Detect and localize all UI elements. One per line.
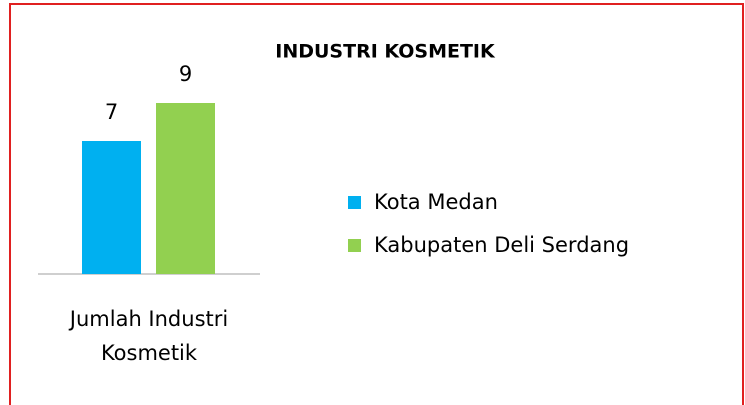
data-label: 9: [179, 62, 192, 86]
legend-swatch: [348, 196, 361, 209]
data-label: 7: [105, 100, 118, 124]
x-tick-label: Jumlah Industri Kosmetik: [69, 307, 229, 365]
legend-label: Kota Medan: [374, 190, 498, 214]
legend-label: Kabupaten Deli Serdang: [374, 233, 629, 257]
chart-title: INDUSTRI KOSMETIK: [275, 41, 496, 63]
legend-swatch: [348, 239, 361, 252]
bar: [156, 103, 215, 274]
bar: [82, 141, 141, 274]
frame: [9, 3, 744, 405]
